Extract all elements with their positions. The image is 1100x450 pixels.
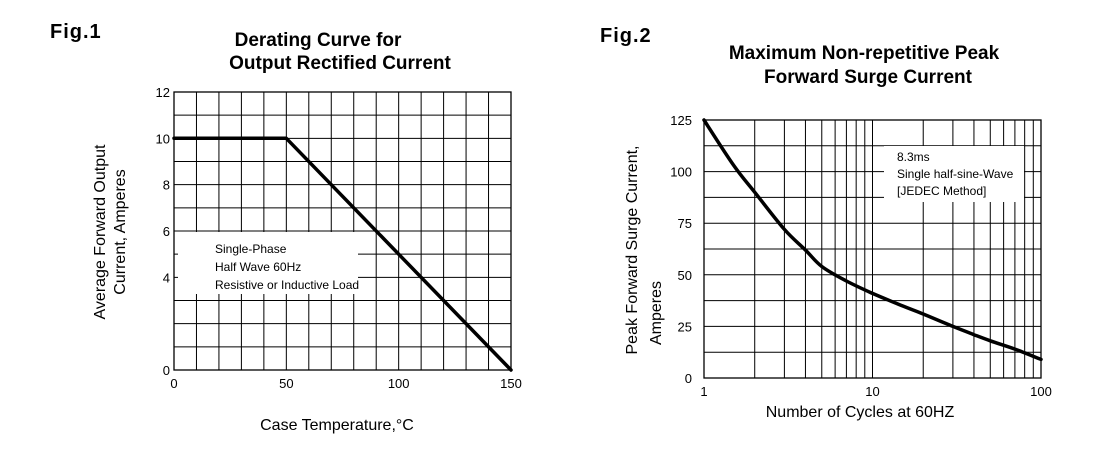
- fig1-x-ticks: 0 50 100 150: [170, 376, 521, 391]
- fig1-x-tick-label: 0: [170, 376, 177, 391]
- fig1-annotation-box: [178, 232, 358, 294]
- fig1-y-tick-label: 12: [156, 85, 170, 100]
- fig2-y-tick-label: 25: [678, 319, 692, 334]
- fig2-surge-curve: [702, 118, 1043, 362]
- fig2-annotation-line-3: [JEDEC Method]: [897, 184, 986, 198]
- fig2-annotation-box: [884, 146, 1024, 202]
- fig2-y-tick-label: 125: [670, 113, 692, 128]
- fig1-grid: [174, 92, 511, 370]
- fig2-y-ticks: 0 25 50 75 100 125: [670, 113, 692, 386]
- fig1-title-line-1: Derating Curve for: [235, 30, 402, 51]
- fig1-x-tick-label: 100: [388, 376, 410, 391]
- fig2-x-tick-label: 1: [700, 384, 707, 399]
- fig2-grid: [704, 120, 1041, 378]
- fig1-y-tick-label: 0: [163, 363, 170, 378]
- fig2-y-tick-label: 0: [685, 371, 692, 386]
- fig2-title-line-1: Maximum Non-repetitive Peak: [729, 43, 1000, 64]
- fig1-y-tick-label: 6: [163, 224, 170, 239]
- fig2-x-tick-label: 100: [1030, 384, 1052, 399]
- fig1-x-tick-label: 50: [279, 376, 293, 391]
- fig1-annotation-line-2: Half Wave 60Hz: [215, 260, 301, 274]
- fig2-y-tick-label: 50: [678, 268, 692, 283]
- fig1-chart: Fig.1 Derating Curve for Output Rectifie…: [50, 21, 522, 434]
- fig1-x-tick-label: 150: [500, 376, 522, 391]
- fig2-x-ticks: 1 10 100: [700, 384, 1051, 399]
- fig2-y-tick-label: 100: [670, 165, 692, 180]
- fig1-y-ticks: 0 4 6 8 10 12: [156, 85, 170, 378]
- fig1-y-tick-label: 8: [163, 178, 170, 193]
- fig2-plot-frame: [703, 119, 1042, 379]
- fig1-y-tick-label: 10: [156, 131, 170, 146]
- fig1-label: Fig.1: [50, 21, 102, 43]
- fig2-chart: Fig.2 Maximum Non-repetitive Peak Forwar…: [600, 25, 1052, 421]
- fig1-y-axis-label-line-2: Current, Amperes: [112, 169, 129, 294]
- fig1-derating-line: [172, 136, 513, 372]
- fig2-annotation-line-1: 8.3ms: [897, 150, 930, 164]
- fig1-annotation-line-3: Resistive or Inductive Load: [215, 278, 359, 292]
- fig1-y-tick-label: 4: [163, 270, 170, 285]
- fig1-annotation-line-1: Single-Phase: [215, 242, 287, 256]
- fig2-annotation-line-2: Single half-sine-Wave: [897, 167, 1014, 181]
- fig2-label: Fig.2: [600, 25, 652, 47]
- fig2-y-axis-label-line-2: Amperes: [648, 281, 665, 345]
- fig1-plot-frame: [173, 91, 512, 371]
- fig2-title-line-2: Forward Surge Current: [764, 67, 973, 88]
- fig1-y-axis-label-line-1: Average Forward Output: [92, 144, 109, 319]
- fig1-x-axis-label: Case Temperature,°C: [260, 417, 414, 434]
- fig2-y-axis-label-line-1: Peak Forward Surge Current,: [624, 146, 641, 355]
- fig1-title-line-2: Output Rectified Current: [229, 53, 451, 74]
- fig2-x-axis-label: Number of Cycles at 60HZ: [766, 404, 955, 421]
- fig2-y-tick-label: 75: [678, 216, 692, 231]
- fig2-x-tick-label: 10: [865, 384, 879, 399]
